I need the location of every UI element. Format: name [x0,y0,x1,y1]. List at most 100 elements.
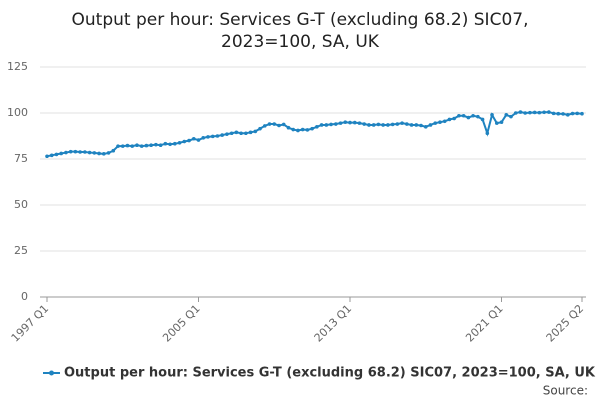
data-point [187,138,191,143]
data-point [267,122,272,126]
legend-marker [49,370,54,376]
data-point [305,128,310,132]
data-point [291,127,295,132]
data-point [239,131,243,136]
data-point [485,131,490,136]
data-point [173,141,177,146]
data-point [97,151,101,156]
data-point [106,151,111,155]
x-tick-label: 2025 Q2 [544,302,587,345]
data-point [324,123,329,127]
data-point [423,125,428,129]
data-point [414,123,419,127]
data-point [225,132,229,136]
data-point [433,121,438,125]
data-point [64,150,68,155]
data-point [580,111,584,116]
data-point [338,121,343,125]
data-point [348,120,352,125]
data-point [182,139,187,144]
series-line [46,111,583,158]
data-point [277,123,281,128]
data-point [452,116,456,121]
data-point [234,130,239,135]
data-point [319,123,324,127]
data-point [547,110,551,114]
data-point [542,110,546,115]
data-point [139,144,144,148]
data-point [565,113,570,117]
y-tick-label: 125 [7,60,28,73]
data-point [556,111,561,116]
x-tick-label: 1997 Q1 [9,302,52,345]
y-tick-label: 100 [7,106,28,119]
data-point [362,122,367,126]
data-point [59,151,64,156]
data-point [471,113,475,118]
data-point [83,150,87,154]
x-tick-label: 2021 Q1 [463,302,506,345]
data-point [196,138,201,142]
data-point [149,143,153,147]
data-point [125,143,130,148]
data-point [130,144,135,148]
data-point [419,123,423,128]
data-point [523,111,527,115]
data-point [315,125,319,129]
data-point [537,110,542,115]
data-point [253,129,258,134]
data-point [504,113,509,117]
y-tick-label: 25 [14,244,28,257]
source: Source: [543,384,588,398]
data-point [499,120,504,124]
data-point [329,122,333,127]
y-tick-label: 0 [21,290,28,303]
data-point [45,154,49,159]
data-point [509,114,513,119]
data-point [409,123,414,127]
data-point [158,143,163,147]
data-point [229,131,234,136]
data-point [400,121,404,125]
data-point [296,128,300,133]
data-point [357,121,362,125]
data-point [428,123,433,127]
data-point [532,110,537,115]
data-point [447,117,452,122]
data-point [54,152,59,157]
data-point [73,149,78,154]
y-tick-label: 75 [14,152,28,165]
x-tick-label: 2013 Q1 [312,302,355,345]
data-point [371,123,376,127]
data-point [528,110,532,115]
data-point [575,111,580,116]
data-point [513,111,518,115]
data-point [334,122,338,126]
data-point [191,136,196,141]
data-point [201,136,206,140]
data-point [570,111,575,116]
data-point [111,148,116,153]
data-point [144,143,149,148]
chart-title: 2023=100, SA, UK [221,32,380,52]
data-point [442,119,447,124]
legend-label: Output per hour: Services G-T (excluding… [64,366,596,381]
data-point [476,114,480,119]
data-point [395,122,400,126]
data-point [154,142,158,147]
data-point [116,144,120,148]
data-point [177,141,182,145]
data-point [518,110,523,114]
data-point [272,122,277,126]
data-point [561,112,565,116]
data-point [286,125,291,130]
data-point [438,120,442,124]
data-point [310,126,314,131]
data-point [386,123,390,127]
data-point [163,141,168,146]
data-point [215,134,220,138]
data-point [376,122,381,127]
data-point [461,113,466,118]
data-point [352,120,357,125]
